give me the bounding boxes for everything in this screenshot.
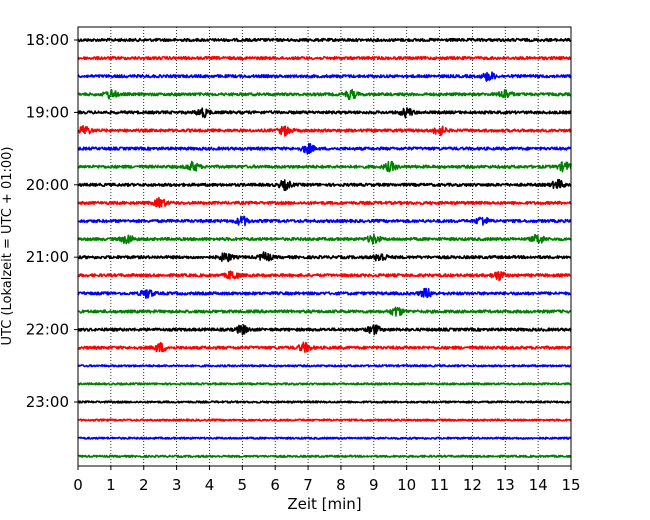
x-tick-label: 8 bbox=[336, 476, 346, 494]
y-tick-label: 18:00 bbox=[26, 31, 69, 49]
trace-1815 bbox=[77, 55, 572, 61]
y-tick-label: 20:00 bbox=[26, 176, 69, 194]
x-tick-label: 1 bbox=[106, 476, 116, 494]
x-tick-label: 2 bbox=[139, 476, 149, 494]
x-tick-label: 15 bbox=[561, 476, 580, 494]
y-tick-label: 22:00 bbox=[26, 321, 69, 339]
trace-2215 bbox=[77, 341, 572, 354]
x-tick-label: 11 bbox=[430, 476, 449, 494]
trace-2100 bbox=[77, 251, 572, 263]
x-tick-label: 4 bbox=[205, 476, 215, 494]
x-tick-label: 14 bbox=[529, 476, 548, 494]
trace-1845 bbox=[77, 88, 572, 101]
x-tick-label: 12 bbox=[463, 476, 482, 494]
x-tick-label: 3 bbox=[172, 476, 182, 494]
x-tick-label: 6 bbox=[270, 476, 280, 494]
y-axis: 18:00 19:00 20:00 21:00 22:00 23:00 bbox=[26, 31, 78, 411]
x-tick-label: 7 bbox=[303, 476, 313, 494]
trace-1915 bbox=[77, 124, 572, 137]
trace-2315 bbox=[77, 418, 572, 422]
x-tick-label: 13 bbox=[496, 476, 515, 494]
y-tick-label: 21:00 bbox=[26, 248, 69, 266]
trace-2130 bbox=[77, 287, 572, 300]
vertical-grid bbox=[110, 27, 539, 466]
trace-2115 bbox=[77, 270, 572, 282]
trace-1800 bbox=[77, 37, 572, 43]
x-axis: 0 1 2 3 4 5 6 7 8 9 10 11 12 13 14 15 bbox=[73, 466, 581, 494]
x-tick-label: 5 bbox=[238, 476, 248, 494]
trace-1930 bbox=[77, 142, 572, 155]
x-axis-label: Zeit [min] bbox=[287, 495, 361, 513]
trace-2245 bbox=[77, 382, 572, 386]
plot-frame bbox=[77, 26, 572, 467]
trace-2030 bbox=[77, 215, 572, 227]
y-axis-label: UTC (Lokalzeit = UTC + 01:00) bbox=[0, 147, 15, 346]
trace-2000 bbox=[77, 178, 572, 192]
trace-1945 bbox=[77, 160, 572, 173]
trace-2045 bbox=[77, 233, 572, 245]
y-tick-label: 19:00 bbox=[26, 103, 69, 121]
y-tick-label: 23:00 bbox=[26, 393, 69, 411]
trace-1900 bbox=[77, 107, 572, 119]
trace-group bbox=[77, 37, 572, 458]
trace-2330 bbox=[77, 436, 572, 440]
trace-2200 bbox=[77, 324, 572, 336]
x-tick-label: 10 bbox=[397, 476, 416, 494]
trace-2230 bbox=[77, 364, 572, 368]
x-tick-label: 0 bbox=[73, 476, 83, 494]
trace-1830 bbox=[77, 71, 572, 82]
trace-2300 bbox=[77, 400, 572, 404]
x-tick-label: 9 bbox=[369, 476, 379, 494]
trace-2145 bbox=[77, 306, 572, 317]
trace-2345 bbox=[77, 454, 572, 458]
trace-2015 bbox=[77, 196, 572, 208]
